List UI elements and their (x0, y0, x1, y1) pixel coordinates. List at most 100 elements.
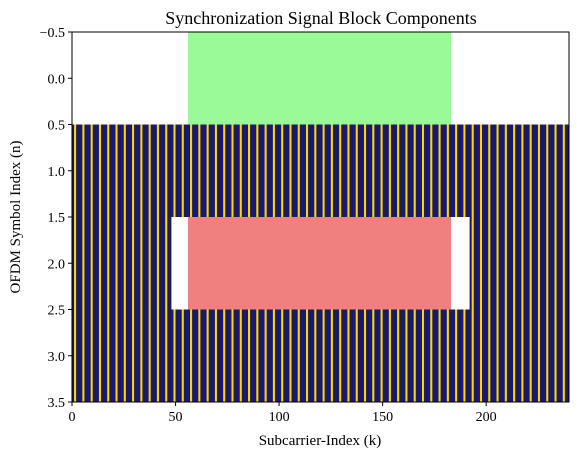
dmrs-cell (546, 309, 549, 402)
pbch-region (72, 309, 569, 402)
pbch-region (469, 217, 569, 310)
dmrs-cell (405, 124, 408, 217)
dmrs-cell (82, 309, 85, 402)
dmrs-cell (529, 124, 532, 217)
dmrs-cell (264, 124, 267, 217)
dmrs-cell (82, 217, 85, 310)
dmrs-cell (504, 309, 507, 402)
dmrs-cell (248, 124, 251, 217)
heatmap-cells (72, 32, 569, 402)
x-tick-label: 50 (169, 410, 183, 425)
dmrs-cell (388, 124, 391, 217)
dmrs-cell (438, 124, 441, 217)
dmrs-cell (156, 217, 159, 310)
dmrs-cell (421, 124, 425, 217)
dmrs-cell (98, 309, 101, 402)
dmrs-cell (190, 309, 193, 402)
dmrs-cell (471, 124, 474, 217)
dmrs-cell (165, 124, 168, 217)
dmrs-cell (173, 124, 176, 217)
y-axis-label: OFDM Symbol Index (n) (8, 141, 24, 294)
dmrs-cell (115, 124, 118, 217)
dmrs-cell (347, 124, 350, 217)
dmrs-cell (223, 309, 226, 402)
dmrs-cell (554, 309, 557, 402)
y-tick-label: 0.0 (48, 72, 66, 87)
dmrs-cell (455, 124, 458, 217)
dmrs-cell (554, 124, 557, 217)
dmrs-cell (231, 124, 234, 217)
y-tick-label: −0.5 (40, 26, 65, 41)
dmrs-cell (314, 309, 317, 402)
dmrs-cell (123, 217, 126, 310)
dmrs-cell (397, 309, 400, 402)
dmrs-cell (264, 309, 267, 402)
dmrs-cell (173, 309, 176, 402)
dmrs-cell (496, 309, 499, 402)
dmrs-cell (438, 309, 441, 402)
dmrs-cell (198, 124, 201, 217)
dmrs-cell (289, 309, 292, 402)
dmrs-cell (165, 217, 168, 310)
dmrs-cell (289, 124, 292, 217)
dmrs-cell (98, 217, 101, 310)
dmrs-cell (90, 217, 93, 310)
chart-title: Synchronization Signal Block Components (165, 8, 476, 28)
dmrs-cell (256, 124, 259, 217)
dmrs-cell (388, 309, 391, 402)
x-tick-label: 200 (476, 410, 497, 425)
dmrs-cell (330, 309, 333, 402)
y-axis: −0.5 0.0 0.5 1.0 1.5 2.0 2.5 3.0 3.5 (40, 26, 72, 411)
pss-region (187, 32, 451, 125)
dmrs-cell (123, 124, 126, 217)
dmrs-cell (140, 124, 143, 217)
x-axis-label: Subcarrier-Index (k) (259, 433, 382, 449)
dmrs-cell (74, 309, 77, 402)
dmrs-cell (181, 124, 184, 217)
dmrs-cell (504, 217, 507, 310)
dmrs-cell (380, 124, 383, 217)
dmrs-cell (496, 217, 499, 310)
y-tick-label: 0.5 (48, 119, 66, 134)
dmrs-cell (430, 124, 433, 217)
dmrs-cell (413, 124, 416, 217)
dmrs-cell (322, 309, 325, 402)
dmrs-cell (397, 124, 400, 217)
dmrs-cell (223, 124, 226, 217)
dmrs-cell (82, 124, 85, 217)
dmrs-cell (214, 309, 217, 402)
dmrs-cell (413, 309, 416, 402)
dmrs-cell (198, 309, 201, 402)
dmrs-cell (132, 309, 135, 402)
dmrs-cell (546, 217, 549, 310)
dmrs-cell (479, 124, 483, 217)
dmrs-cell (339, 309, 342, 402)
dmrs-cell (372, 124, 375, 217)
dmrs-cell (281, 124, 284, 217)
dmrs-cell (496, 124, 499, 217)
dmrs-cell (140, 217, 143, 310)
dmrs-cell (74, 124, 77, 217)
dmrs-cell (554, 217, 557, 310)
dmrs-cell (190, 124, 193, 217)
dmrs-cell (537, 309, 541, 402)
dmrs-cell (98, 124, 101, 217)
sss-region (187, 217, 451, 310)
dmrs-cell (297, 124, 300, 217)
dmrs-cell (314, 124, 317, 217)
dmrs-cell (239, 124, 242, 217)
dmrs-cell (380, 309, 383, 402)
dmrs-cell (488, 309, 491, 402)
pbch-region (72, 217, 172, 310)
y-tick-label: 1.5 (48, 211, 66, 226)
y-tick-label: 3.5 (48, 396, 66, 411)
dmrs-cell (148, 309, 151, 402)
x-tick-label: 0 (69, 410, 76, 425)
dmrs-cell (231, 309, 234, 402)
dmrs-cell (306, 309, 309, 402)
dmrs-cell (306, 124, 309, 217)
dmrs-cell (479, 309, 483, 402)
x-tick-label: 150 (372, 410, 393, 425)
dmrs-cell (115, 217, 118, 310)
